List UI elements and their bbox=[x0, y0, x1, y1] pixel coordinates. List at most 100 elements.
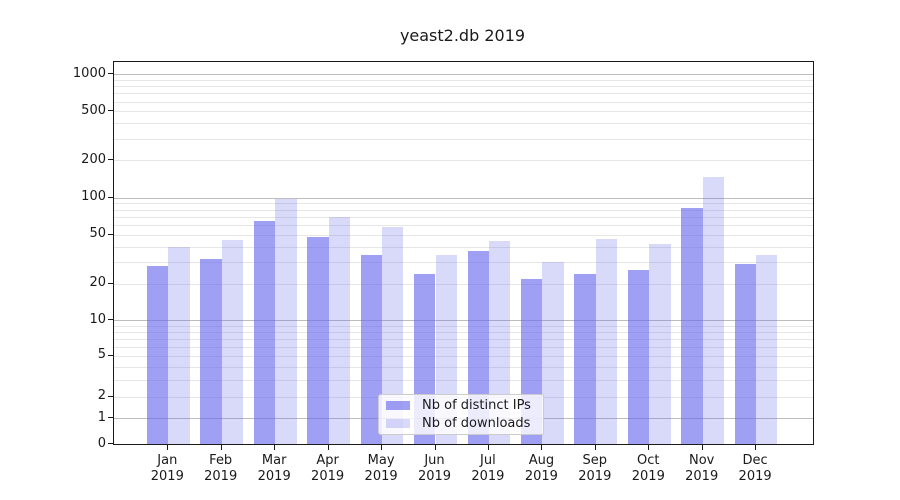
bar-downloads-aug bbox=[542, 261, 564, 444]
legend-swatch-downloads bbox=[386, 419, 410, 428]
minor-gridline bbox=[114, 86, 813, 88]
y-tick-mark bbox=[108, 354, 113, 356]
bar-distinct-ips-apr bbox=[307, 236, 329, 444]
minor-gridline bbox=[114, 355, 813, 357]
x-tick-year: 2019 bbox=[578, 469, 612, 484]
minor-gridline bbox=[114, 331, 813, 333]
y-tick-mark bbox=[108, 159, 113, 161]
y-tick-label: 200 bbox=[81, 151, 106, 167]
x-tick-month: Dec bbox=[742, 453, 768, 468]
x-tick-mark bbox=[327, 445, 329, 450]
y-tick-label: 5 bbox=[97, 347, 106, 363]
x-tick-year: 2019 bbox=[150, 469, 184, 484]
x-tick-label-sep: Sep 2019 bbox=[567, 453, 623, 485]
minor-gridline bbox=[114, 283, 813, 285]
minor-gridline bbox=[114, 234, 813, 236]
y-tick-mark bbox=[108, 282, 113, 284]
x-tick-label-jun: Jun 2019 bbox=[407, 453, 463, 485]
x-tick-mark bbox=[541, 445, 543, 450]
bar-downloads-dec bbox=[756, 255, 778, 444]
bar-distinct-ips-feb bbox=[200, 258, 222, 444]
y-tick-label: 2 bbox=[97, 388, 106, 404]
bar-downloads-oct bbox=[649, 243, 671, 444]
x-tick-label-mar: Mar 2019 bbox=[246, 453, 302, 485]
y-tick-mark bbox=[108, 233, 113, 235]
x-tick-month: Jun bbox=[424, 453, 445, 468]
x-tick-label-apr: Apr 2019 bbox=[300, 453, 356, 485]
bar-distinct-ips-oct bbox=[627, 269, 650, 444]
y-tick-mark bbox=[108, 417, 113, 419]
minor-gridline bbox=[114, 79, 813, 81]
minor-gridline bbox=[114, 338, 813, 340]
x-tick-mark bbox=[434, 445, 436, 450]
minor-gridline bbox=[114, 261, 813, 263]
y-tick-label: 50 bbox=[89, 226, 106, 242]
minor-gridline bbox=[114, 224, 813, 226]
y-tick-label: 100 bbox=[81, 189, 106, 204]
x-tick-mark bbox=[594, 445, 596, 450]
major-gridline bbox=[114, 320, 813, 322]
y-tick-label: 500 bbox=[81, 102, 106, 118]
x-tick-month: Apr bbox=[316, 453, 339, 468]
y-tick-mark bbox=[108, 395, 113, 397]
legend-label-downloads: Nb of downloads bbox=[422, 416, 531, 431]
x-tick-mark bbox=[487, 445, 489, 450]
x-tick-label-aug: Aug 2019 bbox=[513, 453, 569, 485]
minor-gridline bbox=[114, 209, 813, 211]
legend-entry-distinct-ips: Nb of distinct IPs bbox=[386, 398, 543, 413]
x-tick-label-jan: Jan 2019 bbox=[139, 453, 195, 485]
bar-downloads-feb bbox=[221, 240, 244, 444]
bar-downloads-mar bbox=[275, 198, 297, 444]
minor-gridline bbox=[114, 325, 813, 327]
x-tick-year: 2019 bbox=[738, 469, 772, 484]
minor-gridline bbox=[114, 93, 813, 95]
x-tick-month: Feb bbox=[209, 453, 233, 468]
bar-distinct-ips-jan bbox=[146, 265, 169, 444]
legend-entry-downloads: Nb of downloads bbox=[386, 416, 543, 431]
x-tick-year: 2019 bbox=[204, 469, 238, 484]
bar-distinct-ips-sep bbox=[574, 273, 596, 444]
y-tick-mark bbox=[108, 319, 113, 321]
y-tick-label: 1 bbox=[97, 409, 106, 425]
minor-gridline bbox=[114, 216, 813, 218]
x-tick-mark bbox=[167, 445, 169, 450]
minor-gridline bbox=[114, 346, 813, 348]
x-tick-month: May bbox=[367, 453, 395, 468]
minor-gridline bbox=[114, 366, 813, 368]
x-tick-label-dec: Dec 2019 bbox=[727, 453, 783, 485]
y-tick-label: 20 bbox=[89, 275, 106, 290]
x-tick-month: Jul bbox=[480, 453, 496, 468]
x-tick-mark bbox=[220, 445, 222, 450]
y-tick-label: 10 bbox=[89, 311, 106, 327]
x-tick-mark bbox=[701, 445, 703, 450]
y-tick-mark bbox=[108, 73, 113, 75]
x-tick-mark bbox=[648, 445, 650, 450]
x-tick-month: Mar bbox=[261, 453, 287, 468]
bar-downloads-apr bbox=[328, 217, 350, 444]
x-tick-label-nov: Nov 2019 bbox=[674, 453, 730, 485]
x-tick-year: 2019 bbox=[364, 469, 398, 484]
minor-gridline bbox=[114, 203, 813, 205]
x-tick-label-may: May 2019 bbox=[353, 453, 409, 485]
x-tick-label-oct: Oct 2019 bbox=[620, 453, 676, 485]
minor-gridline bbox=[114, 138, 813, 140]
legend-swatch-distinct-ips bbox=[386, 401, 410, 410]
x-tick-year: 2019 bbox=[685, 469, 719, 484]
x-tick-mark bbox=[755, 445, 757, 450]
x-tick-month: Aug bbox=[528, 453, 555, 468]
minor-gridline bbox=[114, 101, 813, 103]
x-tick-year: 2019 bbox=[257, 469, 291, 484]
bar-downloads-nov bbox=[702, 176, 725, 444]
y-tick-mark bbox=[108, 443, 113, 444]
y-tick-label: 0 bbox=[97, 435, 106, 451]
x-tick-mark bbox=[274, 445, 276, 450]
x-tick-year: 2019 bbox=[524, 469, 558, 484]
x-tick-year: 2019 bbox=[417, 469, 452, 484]
bar-downloads-jul bbox=[488, 241, 511, 444]
x-tick-year: 2019 bbox=[471, 469, 505, 484]
y-tick-mark bbox=[108, 196, 113, 198]
x-tick-month: Sep bbox=[582, 453, 608, 468]
legend-label-distinct-ips: Nb of distinct IPs bbox=[422, 398, 531, 413]
x-tick-month: Oct bbox=[637, 453, 660, 468]
legend: Nb of distinct IPs Nb of downloads bbox=[378, 394, 544, 435]
